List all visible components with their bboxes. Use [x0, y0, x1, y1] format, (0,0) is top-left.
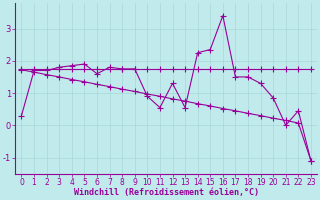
X-axis label: Windchill (Refroidissement éolien,°C): Windchill (Refroidissement éolien,°C): [74, 188, 259, 197]
